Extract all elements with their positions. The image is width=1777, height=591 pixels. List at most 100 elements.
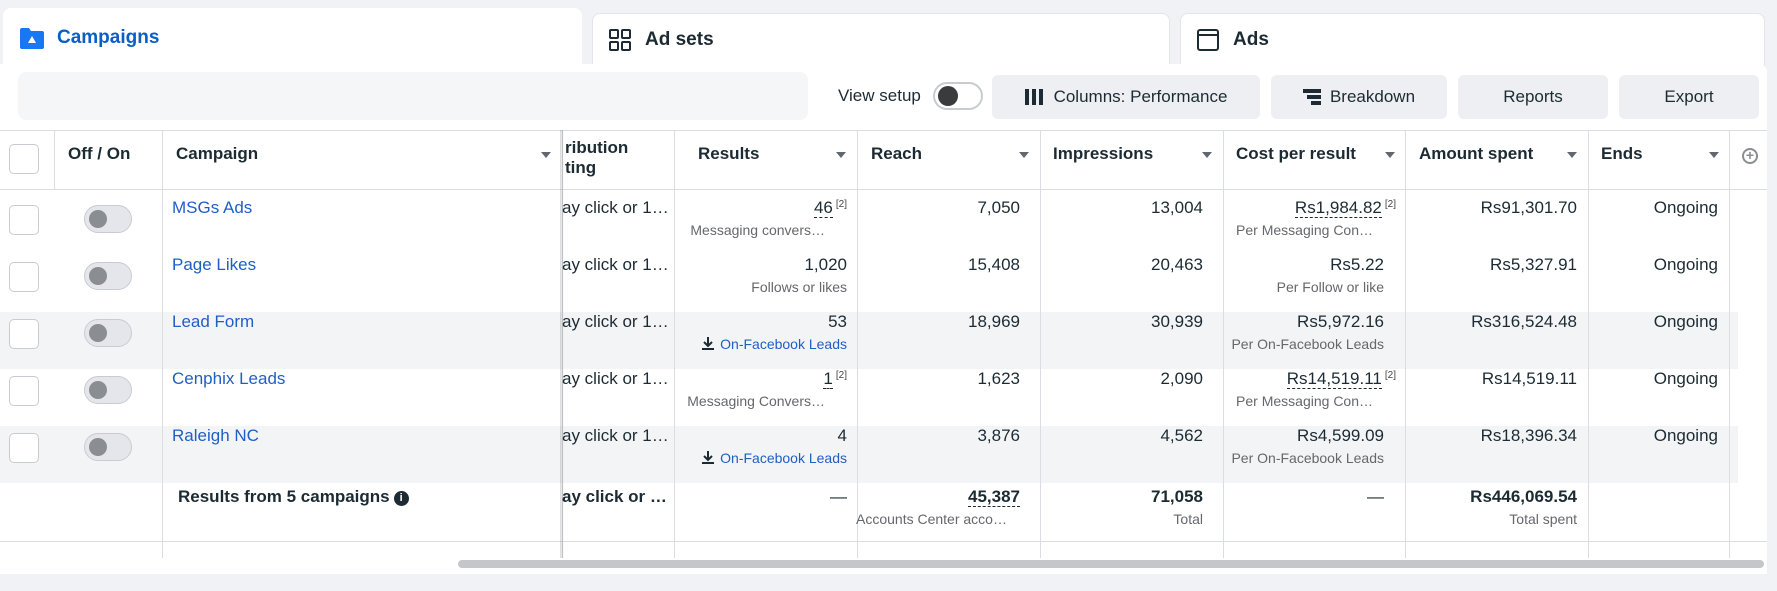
row-stripe	[0, 312, 1738, 369]
reach-cell: 1,623	[977, 369, 1020, 388]
results-sub-label: On-Facebook Leads	[720, 336, 847, 352]
summary-impressions: 71,058	[1151, 487, 1203, 506]
summary-results: —	[830, 487, 847, 506]
cost-cell: Rs14,519.11 [2]	[1286, 369, 1396, 389]
header-cost-per-result[interactable]: Cost per result	[1236, 144, 1356, 163]
row-checkbox[interactable]	[9, 205, 39, 235]
cost-sub: Per On-Facebook Leads	[1231, 450, 1384, 466]
campaign-toggle[interactable]	[84, 262, 132, 290]
cost-value: Rs14,519.11	[1286, 369, 1382, 389]
campaign-toggle[interactable]	[84, 319, 132, 347]
results-sub-link[interactable]: On-Facebook Leads	[702, 450, 847, 466]
results-sub: Messaging convers…	[690, 222, 825, 238]
attribution-cell: ay click or 1…	[562, 426, 669, 445]
select-all-checkbox[interactable]	[9, 144, 39, 174]
header-results[interactable]: Results	[698, 144, 760, 163]
toggle-knob	[89, 210, 107, 228]
divider	[1040, 130, 1041, 558]
ends-cell: Ongoing	[1653, 426, 1718, 445]
summary-cost: —	[1367, 487, 1384, 506]
campaign-toggle[interactable]	[84, 433, 132, 461]
reports-button[interactable]: Reports	[1458, 75, 1608, 119]
results-cell: 46 [2]	[813, 198, 847, 218]
add-column-icon[interactable]: +	[1742, 148, 1758, 164]
spent-cell: Rs5,327.91	[1490, 255, 1577, 274]
summary-label-text: Results from 5 campaigns	[178, 487, 390, 506]
row-checkbox[interactable]	[9, 262, 39, 292]
divider	[1588, 130, 1589, 558]
download-icon	[702, 451, 715, 464]
campaign-name-link[interactable]: Page Likes	[172, 255, 257, 274]
header-amount-spent[interactable]: Amount spent	[1419, 144, 1534, 163]
summary-reach-sub: Accounts Center acco…	[856, 511, 1007, 527]
row-checkbox[interactable]	[9, 433, 39, 463]
cost-value: Rs5.22	[1330, 255, 1384, 274]
divider	[1729, 130, 1730, 558]
impressions-cell: 30,939	[1151, 312, 1203, 331]
impressions-cell: 13,004	[1151, 198, 1203, 217]
toggle-knob	[89, 381, 107, 399]
row-checkbox[interactable]	[9, 376, 39, 406]
filter-bar[interactable]	[18, 72, 808, 120]
results-value: 4	[837, 426, 847, 445]
sort-caret-icon[interactable]	[541, 152, 551, 158]
summary-impressions-sub: Total	[1173, 511, 1203, 527]
cost-sub: Per On-Facebook Leads	[1231, 336, 1384, 352]
tab-ads[interactable]: Ads	[1180, 13, 1765, 65]
columns-button[interactable]: Columns: Performance	[992, 75, 1260, 119]
sort-caret-icon[interactable]	[1202, 152, 1212, 158]
header-attribution[interactable]: ribution ting	[565, 138, 628, 178]
row-checkbox[interactable]	[9, 319, 39, 349]
sort-caret-icon[interactable]	[1385, 152, 1395, 158]
spent-cell: Rs14,519.11	[1481, 369, 1577, 388]
tab-campaigns[interactable]: Campaigns	[3, 8, 582, 68]
results-sub-link[interactable]: On-Facebook Leads	[702, 336, 847, 352]
divider	[1223, 130, 1224, 558]
tab-adsets[interactable]: Ad sets	[592, 13, 1170, 65]
footnote-marker: [2]	[835, 199, 847, 210]
summary-reach-value: 45,387	[968, 487, 1020, 507]
sort-caret-icon[interactable]	[1709, 152, 1719, 158]
reports-button-label: Reports	[1503, 87, 1563, 106]
header-reach[interactable]: Reach	[871, 144, 923, 163]
divider	[1405, 130, 1406, 558]
header-off-on: Off / On	[68, 144, 131, 163]
view-setup-label: View setup	[838, 86, 921, 105]
summary-reach: 45,387	[968, 487, 1020, 507]
campaign-name-link[interactable]: Raleigh NC	[172, 426, 259, 445]
spent-cell: Rs18,396.34	[1480, 426, 1577, 445]
breakdown-button[interactable]: Breakdown	[1271, 75, 1447, 119]
frozen-column-shadow	[560, 130, 564, 558]
summary-attribution: ay click or …	[562, 487, 667, 506]
header-campaign[interactable]: Campaign	[176, 144, 259, 163]
campaign-name-link[interactable]: Cenphix Leads	[172, 369, 286, 388]
sort-caret-icon[interactable]	[1019, 152, 1029, 158]
reach-cell: 15,408	[968, 255, 1020, 274]
breakdown-button-label: Breakdown	[1329, 87, 1416, 106]
horizontal-scrollbar[interactable]	[458, 560, 1764, 568]
results-cell: 4	[838, 426, 847, 446]
sort-caret-icon[interactable]	[1567, 152, 1577, 158]
attribution-cell: ay click or 1…	[562, 369, 669, 388]
header-ends[interactable]: Ends	[1601, 144, 1643, 163]
tab-adsets-label: Ad sets	[645, 28, 714, 50]
attribution-cell: ay click or 1…	[562, 198, 669, 217]
divider	[162, 130, 163, 558]
summary-label: Results from 5 campaigns i	[178, 487, 409, 507]
campaign-toggle[interactable]	[84, 205, 132, 233]
reach-cell: 18,969	[968, 312, 1020, 331]
cost-value: Rs4,599.09	[1297, 426, 1384, 445]
campaign-toggle[interactable]	[84, 376, 132, 404]
info-icon[interactable]: i	[393, 491, 409, 506]
export-button[interactable]: Export	[1619, 75, 1759, 119]
attribution-cell: ay click or 1…	[562, 312, 669, 331]
cost-cell: Rs5,972.16	[1297, 312, 1384, 332]
view-setup-toggle[interactable]	[933, 82, 983, 110]
cost-sub: Per Messaging Con…	[1236, 393, 1373, 409]
results-value: 1	[823, 369, 833, 389]
folder-icon	[19, 25, 45, 51]
campaign-name-link[interactable]: Lead Form	[172, 312, 255, 331]
campaign-name-link[interactable]: MSGs Ads	[172, 198, 253, 217]
sort-caret-icon[interactable]	[836, 152, 846, 158]
header-impressions[interactable]: Impressions	[1053, 144, 1154, 163]
